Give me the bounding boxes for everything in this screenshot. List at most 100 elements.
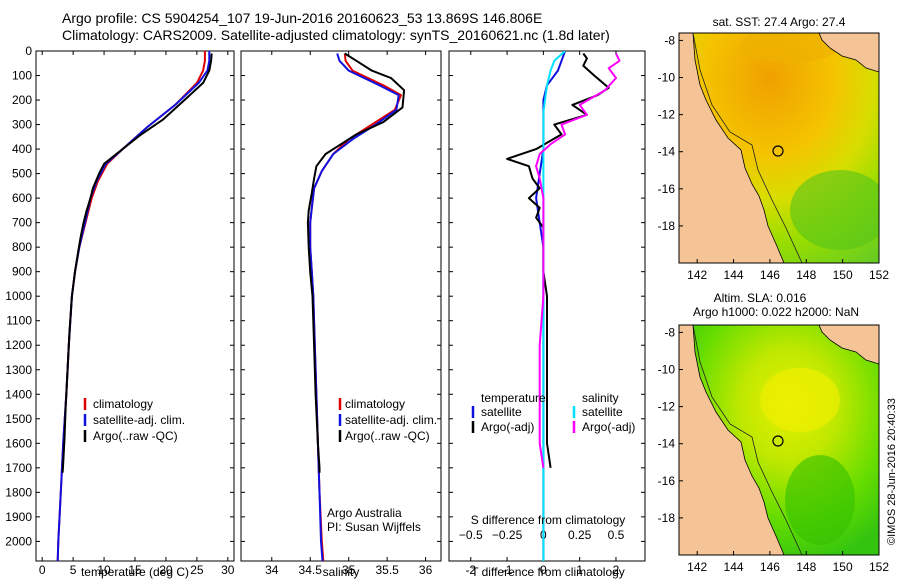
map-lon-tick-label: 146 — [760, 268, 780, 282]
legend-argo-label: Argo(..raw -QC) — [345, 429, 430, 443]
salinity-series — [306, 52, 406, 561]
x-tick-label: 10 — [97, 563, 111, 577]
x-tick-label: 0 — [39, 563, 46, 577]
sst-cool-patch — [790, 170, 879, 250]
sla-reef-contour — [692, 325, 803, 555]
salinity-axis-ticks: 34 34.5 35 35.5 36 — [241, 50, 441, 577]
map-lat-tick-label: -8 — [664, 325, 675, 339]
sst-map-frame — [678, 32, 880, 264]
map-lat-tick-label: -16 — [658, 182, 676, 196]
x-tick-label: -1 — [502, 563, 513, 577]
difference-series — [506, 51, 621, 561]
sla-high-patch — [760, 368, 840, 432]
map-lat-tick-label: -10 — [658, 363, 676, 377]
salinity-x-label: salinity — [323, 565, 360, 579]
x-tick-label: 25 — [190, 563, 204, 577]
difference-x-label: T difference from climatology — [471, 565, 625, 579]
s-diff-tick-label: 0.5 — [608, 528, 625, 542]
salinity-annotation-line-1: Argo Australia — [327, 506, 402, 520]
sst-land-queensland — [679, 33, 785, 263]
depth-tick-label: 1400 — [5, 387, 32, 401]
sla-map-panel: Altim. SLA: 0.016 Argo h1000: 0.022 h200… — [658, 291, 890, 574]
legend-temp-argo-label: Argo(-adj) — [481, 420, 534, 434]
map-lon-tick-label: 144 — [724, 560, 744, 574]
depth-tick-label: 800 — [12, 240, 32, 254]
map-lon-tick-label: 142 — [687, 268, 707, 282]
s-diff-tick-label: −0.25 — [492, 528, 523, 542]
depth-tick-label: 100 — [12, 69, 32, 83]
s-diff-tick-label: 0.25 — [568, 528, 592, 542]
legend-argo-label: Argo(..raw -QC) — [93, 429, 178, 443]
header-line-2: Climatology: CARS2009. Satellite-adjuste… — [62, 27, 610, 43]
x-tick-label: 35 — [342, 563, 356, 577]
legend-temp-satellite-label: satellite — [481, 405, 522, 419]
legend-satellite-label: satellite-adj. clim. — [93, 413, 185, 427]
x-tick-label: 30 — [221, 563, 235, 577]
map-lon-tick-label: 150 — [833, 560, 853, 574]
map-lon-tick-label: 152 — [869, 560, 889, 574]
sla-map-title-line-1: Altim. SLA: 0.016 — [714, 291, 807, 305]
map-lat-tick-label: -12 — [658, 108, 676, 122]
map-lon-tick-label: 144 — [724, 268, 744, 282]
map-lat-tick-label: -18 — [658, 219, 676, 233]
depth-tick-label: 400 — [12, 142, 32, 156]
x-tick-label: 15 — [128, 563, 142, 577]
difference-legend: temperature satellite Argo(-adj) salinit… — [471, 391, 635, 434]
legend-sal-argo-label: Argo(-adj) — [582, 420, 635, 434]
salinity-legend: climatology satellite-adj. clim. Argo(..… — [338, 397, 437, 443]
map-lon-tick-label: 146 — [760, 560, 780, 574]
sst-map-panel: sat. SST: 27.4 Argo: 27.4 142 144 146 148 15… — [658, 15, 890, 282]
temperature-panel: 0100200300400500600700800900100011001200… — [5, 44, 235, 579]
map-lat-tick-label: -18 — [658, 511, 676, 525]
legend-salinity-title: salinity — [582, 391, 619, 405]
depth-tick-label: 1500 — [5, 412, 32, 426]
map-lon-tick-label: 150 — [833, 268, 853, 282]
map-lat-tick-label: -12 — [658, 400, 676, 414]
depth-tick-label: 900 — [12, 265, 32, 279]
depth-tick-label: 1000 — [5, 289, 32, 303]
series-argo-raw-qc- — [61, 53, 213, 473]
temperature-axis-ticks: 0100200300400500600700800900100011001200… — [5, 44, 235, 577]
sst-map-field — [679, 33, 879, 263]
sst-warm-patch — [740, 33, 840, 63]
map-lon-tick-label: 148 — [796, 268, 816, 282]
legend-satellite-label: satellite-adj. clim. — [345, 413, 437, 427]
sst-map-title: sat. SST: 27.4 Argo: 27.4 — [713, 15, 846, 29]
legend-climatology-label: climatology — [93, 397, 153, 411]
depth-tick-label: 1200 — [5, 338, 32, 352]
sst-map-axis-ticks: 142 144 146 148 150 152 -8 -10 -12 -14 -16 -18 — [658, 33, 890, 282]
sst-land-papua — [818, 33, 879, 73]
legend-sal-satellite-label: satellite — [582, 405, 623, 419]
depth-tick-label: 500 — [12, 167, 32, 181]
series-salinity-argo-adj- — [535, 53, 621, 468]
x-tick-label: -2 — [465, 563, 476, 577]
map-lat-tick-label: -16 — [658, 474, 676, 488]
legend-climatology-label: climatology — [345, 397, 405, 411]
depth-tick-label: 1600 — [5, 436, 32, 450]
sla-low-patch — [785, 455, 855, 545]
x-tick-label: 34 — [265, 563, 279, 577]
map-lat-tick-label: -14 — [658, 145, 676, 159]
header-line-1: Argo profile: CS 5904254_107 19-Jun-2016… — [62, 10, 542, 26]
map-lon-tick-label: 148 — [796, 560, 816, 574]
sla-float-location-marker — [772, 435, 784, 447]
salinity-panel: 34 34.5 35 35.5 36 climatology satellite-adj… — [240, 50, 442, 579]
temperature-plot-frame — [35, 50, 235, 562]
depth-tick-label: 1100 — [6, 314, 32, 328]
difference-top-x-label: S difference from climatology — [471, 513, 626, 527]
depth-tick-label: 300 — [12, 118, 32, 132]
x-tick-label: 34.5 — [299, 563, 323, 577]
sla-map-frame — [678, 324, 880, 556]
temperature-x-label: temperature (deg C) — [81, 565, 189, 579]
sst-float-location-marker — [772, 145, 784, 157]
x-tick-label: 20 — [159, 563, 173, 577]
depth-tick-label: 1800 — [5, 485, 32, 499]
x-tick-label: 5 — [70, 563, 77, 577]
sla-map-field — [679, 325, 879, 555]
legend-temperature-title: temperature — [481, 391, 546, 405]
series-argo-raw-qc- — [306, 52, 406, 473]
sla-map-title-line-2: Argo h1000: 0.022 h2000: NaN — [693, 305, 859, 319]
